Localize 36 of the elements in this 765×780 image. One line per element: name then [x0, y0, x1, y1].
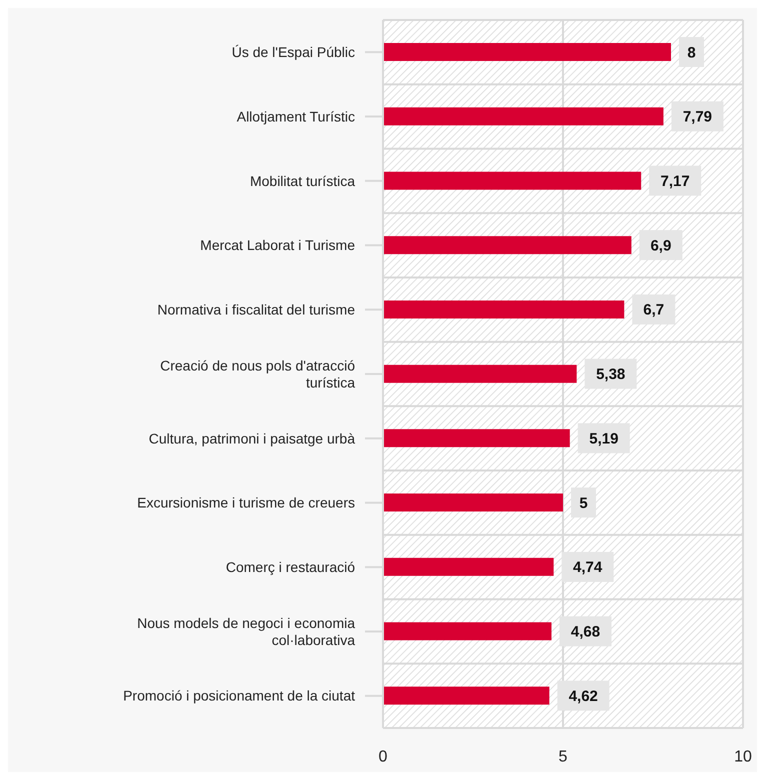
data-label: 4,68: [570, 624, 600, 641]
data-label: 5,38: [596, 366, 626, 384]
x-tick-label: 5: [558, 748, 568, 766]
y-tick-label: Ús de l'Espai Públic: [232, 44, 355, 60]
bar: [383, 494, 563, 512]
data-label: 4,62: [568, 688, 598, 705]
data-label: 6,7: [643, 302, 664, 319]
data-label: 7,17: [660, 172, 690, 190]
data-label: 4,74: [573, 559, 603, 576]
y-tick-label: Promoció i posicionament de la ciutat: [123, 688, 356, 704]
y-tick-label: Comerç i restauració: [226, 558, 356, 575]
x-tick-label: 10: [734, 748, 752, 766]
y-tick-label: Cultura, patrimoni i paisatge urbà: [148, 430, 356, 446]
y-tick-label: Normativa i fiscalitat del turisme: [157, 302, 356, 318]
bar: [383, 43, 671, 61]
y-tick-label: Creació de nous pols d'atracció turística: [160, 357, 356, 390]
bar: [383, 622, 552, 640]
data-label: 5: [579, 494, 588, 512]
y-tick-label: Excursionisme i turisme de creuers: [137, 494, 355, 511]
bar: [383, 429, 570, 448]
x-tick-label: 0: [378, 748, 388, 766]
y-tick-label: Mobilitat turística: [250, 172, 356, 189]
data-label: 5,19: [589, 430, 618, 448]
data-label: 7,79: [682, 108, 712, 126]
bar: [383, 107, 664, 126]
bar: [383, 236, 632, 254]
bar: [383, 300, 624, 318]
data-label: 6,9: [650, 237, 672, 254]
y-tick-label: Allotjament Turístic: [236, 108, 355, 124]
bar: [383, 172, 642, 190]
bar: [383, 686, 550, 705]
data-label: 8: [687, 44, 696, 62]
bar: [383, 558, 554, 576]
y-tick-label: Mercat Laborat i Turisme: [200, 237, 356, 254]
y-tick-label: Nous models de negoci i economia col·laborativa: [137, 614, 356, 648]
bar: [383, 364, 577, 383]
